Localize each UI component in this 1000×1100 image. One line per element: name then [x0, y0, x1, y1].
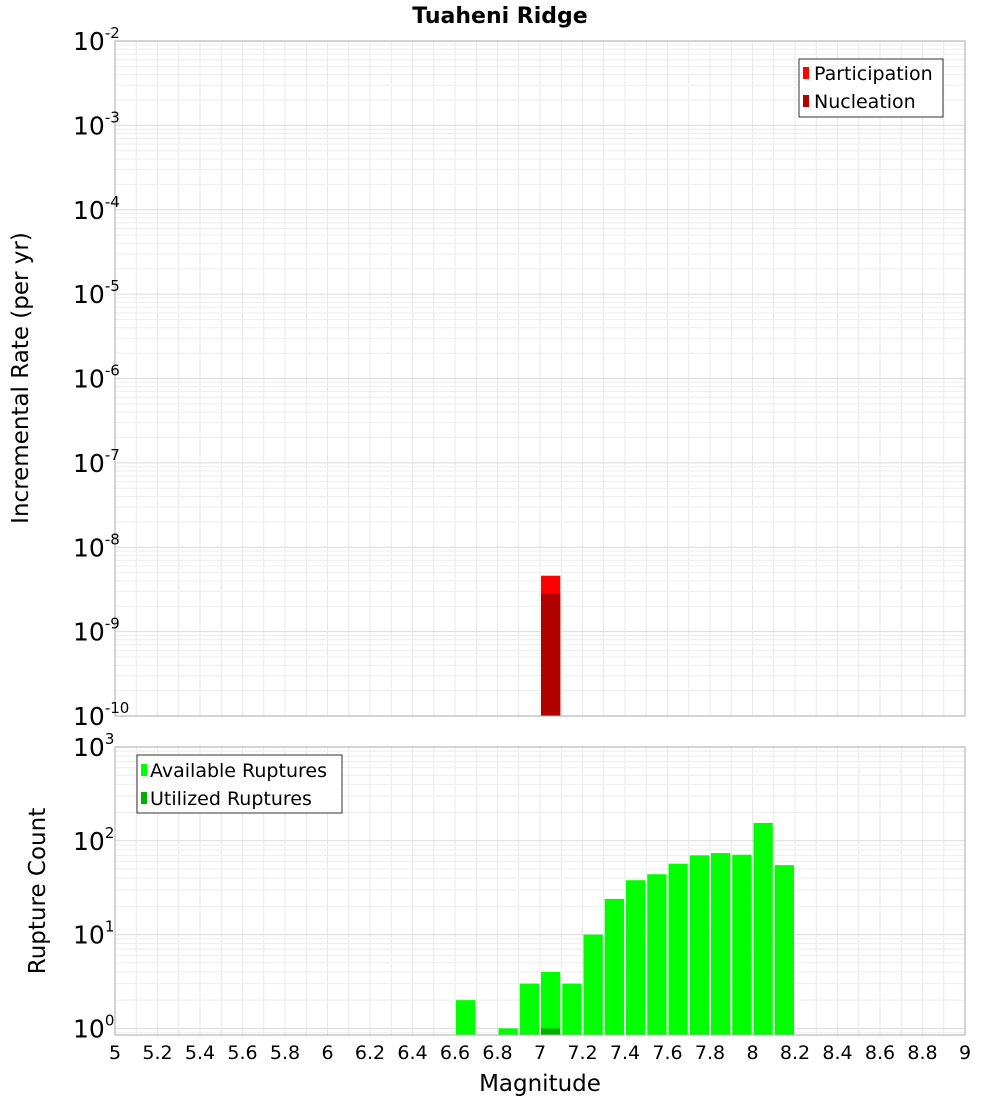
x-tick-label: 6.4	[397, 1042, 427, 1064]
top-y-tick-label: 10-7	[73, 446, 120, 478]
x-tick-label: 6.2	[355, 1042, 385, 1064]
chart-title: Tuaheni Ridge	[412, 4, 587, 29]
x-tick-label: 8	[746, 1042, 758, 1064]
bottom-bar-available-ruptures	[604, 898, 624, 1035]
bottom-y-tick-label: 100	[73, 1011, 114, 1043]
bottom-bar-available-ruptures	[456, 1000, 476, 1035]
legend-label-available-ruptures: Available Ruptures	[150, 760, 327, 782]
x-tick-label: 6.8	[482, 1042, 512, 1064]
top-bar-nucleation	[541, 593, 561, 716]
bottom-bar-available-ruptures	[753, 822, 773, 1035]
x-tick-label: 7.6	[652, 1042, 682, 1064]
x-tick-label: 7.2	[567, 1042, 597, 1064]
bottom-bar-available-ruptures	[774, 865, 794, 1035]
bottom-bar-available-ruptures	[519, 983, 539, 1035]
top-gridlines	[115, 41, 965, 716]
x-tick-label: 7.4	[610, 1042, 640, 1064]
bottom-bar-available-ruptures	[647, 874, 667, 1035]
x-tick-label: 6.6	[440, 1042, 470, 1064]
legend-label-nucleation: Nucleation	[814, 91, 916, 113]
x-tick-label: 8.4	[822, 1042, 852, 1064]
bottom-bars	[456, 822, 794, 1035]
bottom-bar-available-ruptures	[732, 854, 752, 1035]
bottom-legend-box	[136, 754, 343, 814]
legend-swatch-participation	[803, 67, 809, 79]
bottom-bar-available-ruptures	[711, 853, 731, 1035]
legend-swatch-nucleation	[803, 95, 809, 107]
top-y-axis-label: Incremental Rate (per yr)	[8, 232, 34, 524]
x-tick-label: 5.4	[185, 1042, 215, 1064]
legend-label-utilized-ruptures: Utilized Ruptures	[150, 788, 312, 810]
x-tick-label: 8.8	[907, 1042, 937, 1064]
bottom-y-axis-label: Rupture Count	[25, 808, 51, 974]
x-tick-label: 5.8	[270, 1042, 300, 1064]
x-tick-label: 5.6	[227, 1042, 257, 1064]
top-y-tick-label: 10-10	[73, 699, 129, 731]
bottom-bar-utilized-ruptures	[541, 1028, 561, 1035]
bottom-bar-available-ruptures	[541, 971, 561, 1035]
legend-swatch-available-ruptures	[141, 764, 147, 776]
top-bars	[541, 575, 561, 716]
top-y-tick-label: 10-2	[73, 24, 120, 56]
bottom-bar-available-ruptures	[689, 855, 709, 1035]
x-tick-label: 5	[109, 1042, 121, 1064]
bottom-bar-available-ruptures	[583, 934, 603, 1035]
bottom-bar-available-ruptures	[668, 863, 688, 1035]
legend-label-participation: Participation	[814, 63, 933, 85]
x-tick-label: 6	[321, 1042, 333, 1064]
x-tick-label: 7.8	[695, 1042, 725, 1064]
top-legend: Participation Nucleation	[798, 58, 944, 118]
top-plot-frame	[114, 40, 966, 717]
bottom-y-tick-label: 101	[73, 918, 114, 950]
x-tick-label: 9	[959, 1042, 971, 1064]
x-tick-label: 5.2	[142, 1042, 172, 1064]
bottom-bar-available-ruptures	[626, 880, 646, 1035]
x-tick-label: 8.6	[865, 1042, 895, 1064]
top-y-tick-label: 10-9	[73, 615, 120, 647]
legend-swatch-utilized-ruptures	[141, 792, 147, 804]
x-axis-label: Magnitude	[479, 1071, 601, 1097]
top-y-tick-label: 10-3	[73, 108, 120, 140]
bottom-bar-available-ruptures	[562, 983, 582, 1035]
bottom-legend: Available Ruptures Utilized Ruptures	[136, 754, 343, 814]
top-y-tick-label: 10-6	[73, 362, 120, 394]
top-y-tick-label: 10-4	[73, 193, 120, 225]
bottom-plot-frame	[114, 746, 966, 1036]
x-tick-labels: 5 5.2 5.4 5.6 5.8 6 6.2 6.4 6.6 6.8 7 7.2 7.4 7.6 7.8 8…	[109, 1042, 971, 1064]
bottom-y-tick-label: 103	[73, 730, 114, 762]
bottom-bar-available-ruptures	[498, 1028, 518, 1035]
bottom-plot: 100 101 102 103 5 5.2 5.4 5.6 5.8 6 6.2 6.4 6.6 6.8 7…	[25, 730, 971, 1097]
top-y-tick-label: 10-8	[73, 530, 120, 562]
top-plot: 10-10 10-9 10-8 10-7 10-6 10-5 10-4 10-3 10-2 In…	[8, 24, 966, 731]
top-legend-box	[798, 58, 944, 118]
bottom-y-tick-label: 102	[73, 824, 114, 856]
x-tick-label: 7	[534, 1042, 546, 1064]
top-y-tick-label: 10-5	[73, 277, 120, 309]
x-tick-label: 8.2	[780, 1042, 810, 1064]
bottom-y-tick-labels: 100 101 102 103	[73, 730, 114, 1043]
top-y-tick-labels: 10-10 10-9 10-8 10-7 10-6 10-5 10-4 10-3 10-2	[73, 24, 129, 731]
